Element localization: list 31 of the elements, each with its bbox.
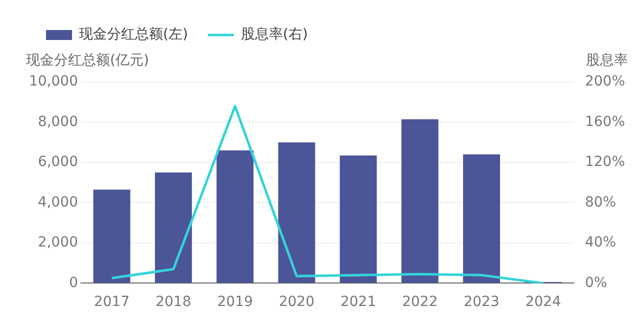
y2-tick-label: 160%: [584, 114, 626, 130]
y-tick-label: 0: [69, 274, 78, 291]
y-axis-title: 现金分红总额(亿元): [26, 52, 149, 69]
bar: [401, 119, 438, 283]
bar: [340, 155, 377, 283]
bar: [154, 172, 192, 283]
y-tick-label: 8,000: [38, 114, 78, 130]
x-tick-label: 2018: [156, 294, 192, 310]
x-tick-label: 2022: [402, 294, 438, 310]
y-tick-label: 6,000: [38, 154, 78, 170]
y2-tick-label: 80%: [584, 194, 616, 210]
y2-axis-title: 股息率: [586, 52, 628, 69]
x-tick-label: 2020: [278, 294, 314, 310]
y-tick-label: 4,000: [38, 194, 78, 210]
legend-label: 股息率(右): [240, 26, 308, 43]
x-tick-label: 2019: [217, 294, 253, 310]
bar: [278, 142, 316, 283]
y2-tick-label: 120%: [584, 154, 626, 170]
x-tick-label: 2024: [525, 294, 562, 310]
legend-label: 现金分红总额(左): [79, 26, 188, 43]
bar: [93, 190, 130, 283]
y2-tick-label: 200%: [584, 74, 626, 90]
x-tick-label: 2021: [340, 294, 376, 310]
bar: [463, 154, 500, 283]
bar: [216, 150, 254, 283]
y-tick-label: 10,000: [28, 74, 78, 90]
y-tick-label: 2,000: [38, 234, 78, 251]
y2-tick-label: 0%: [584, 274, 608, 291]
x-tick-label: 2017: [94, 294, 130, 310]
y2-tick-label: 40%: [584, 234, 616, 251]
x-tick-label: 2023: [464, 294, 500, 310]
